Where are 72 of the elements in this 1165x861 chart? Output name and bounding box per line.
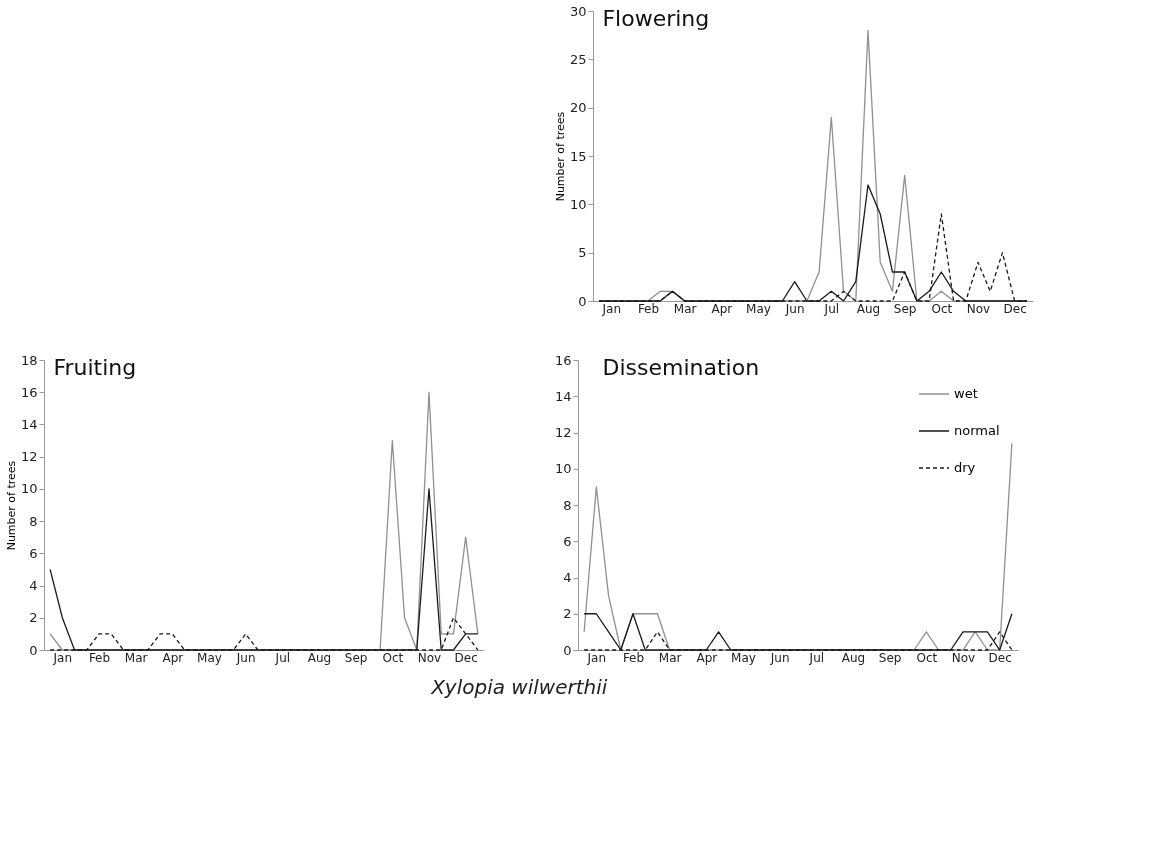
x-tick-label: Sep [344,650,368,665]
y-tick-label: 4 [563,570,572,585]
y-tick-label: 6 [563,533,572,549]
y-tick-label: 5 [578,245,587,261]
y-tick-label: 16 [554,352,572,368]
legend-label: wet [954,386,978,401]
x-tick-label: Apr [711,301,733,316]
y-tick-label: 12 [554,425,572,440]
y-tick-label: 14 [20,416,38,432]
y-tick-label: 10 [554,461,572,477]
x-tick-label: Nov [417,650,442,665]
y-tick-label: 12 [20,449,38,465]
x-tick-label: Jan [52,650,73,665]
x-tick-label: Jan [586,650,607,665]
y-tick-label: 15 [569,148,587,164]
x-tick-label: Oct [931,301,953,316]
x-tick-label: Dec [988,650,1012,665]
y-tick-label: 10 [569,196,587,212]
x-tick-label: Sep [878,650,902,665]
y-axis-title: Number of trees [553,111,567,202]
y-tick-label: 18 [20,352,38,368]
y-tick-label: 16 [20,384,38,400]
text: Xylopia wilwerthii [430,675,608,699]
y-tick-label: 30 [569,3,587,19]
x-tick-label: Jul [808,650,825,665]
y-tick-label: 10 [20,481,38,497]
y-tick-label: 8 [29,513,38,529]
x-tick-label: Dec [1003,301,1027,316]
chart-title: Fruiting [53,355,137,380]
legend-label: dry [954,460,976,475]
x-tick-label: Jun [769,650,790,665]
x-tick-label: May [746,301,771,316]
y-tick-label: 0 [578,293,587,309]
line-series [49,488,479,651]
x-tick-label: Apr [162,650,184,665]
y-tick-label: 0 [29,642,38,658]
x-tick-label: Aug [856,301,881,316]
x-tick-label: Nov [951,650,976,665]
y-tick-label: 2 [563,606,572,622]
x-tick-label: Mar [673,301,697,316]
x-tick-label: Oct [382,650,404,665]
x-tick-label: Mar [124,650,148,665]
chart-title: Dissemination [602,355,760,380]
y-tick-label: 8 [563,497,572,513]
x-tick-label: Aug [841,650,866,665]
y-tick-label: 6 [29,545,38,561]
x-tick-label: Jul [274,650,291,665]
x-tick-label: Sep [893,301,917,316]
x-tick-label: Nov [966,301,991,316]
legend-label: normal [954,423,1000,438]
y-tick-label: 0 [563,642,572,658]
x-tick-label: Jan [601,301,622,316]
y-tick-label: 4 [29,578,38,594]
x-tick-label: Dec [454,650,478,665]
x-tick-label: May [197,650,222,665]
y-tick-label: 20 [569,100,587,116]
x-tick-label: Aug [307,650,332,665]
x-tick-label: Feb [622,650,645,665]
x-tick-label: Apr [696,650,718,665]
x-tick-label: Feb [637,301,660,316]
x-tick-label: Jun [784,301,805,316]
y-axis-title: Number of trees [4,460,18,551]
x-tick-label: Mar [658,650,682,665]
y-tick-label: 2 [29,610,38,626]
x-tick-label: Oct [916,650,938,665]
chart-title: Flowering [602,6,710,31]
x-tick-label: Jun [235,650,256,665]
x-tick-label: Feb [88,650,111,665]
x-tick-label: May [731,650,756,665]
y-tick-label: 14 [554,388,572,404]
y-tick-label: 25 [569,51,587,67]
x-tick-label: Jul [823,301,840,316]
